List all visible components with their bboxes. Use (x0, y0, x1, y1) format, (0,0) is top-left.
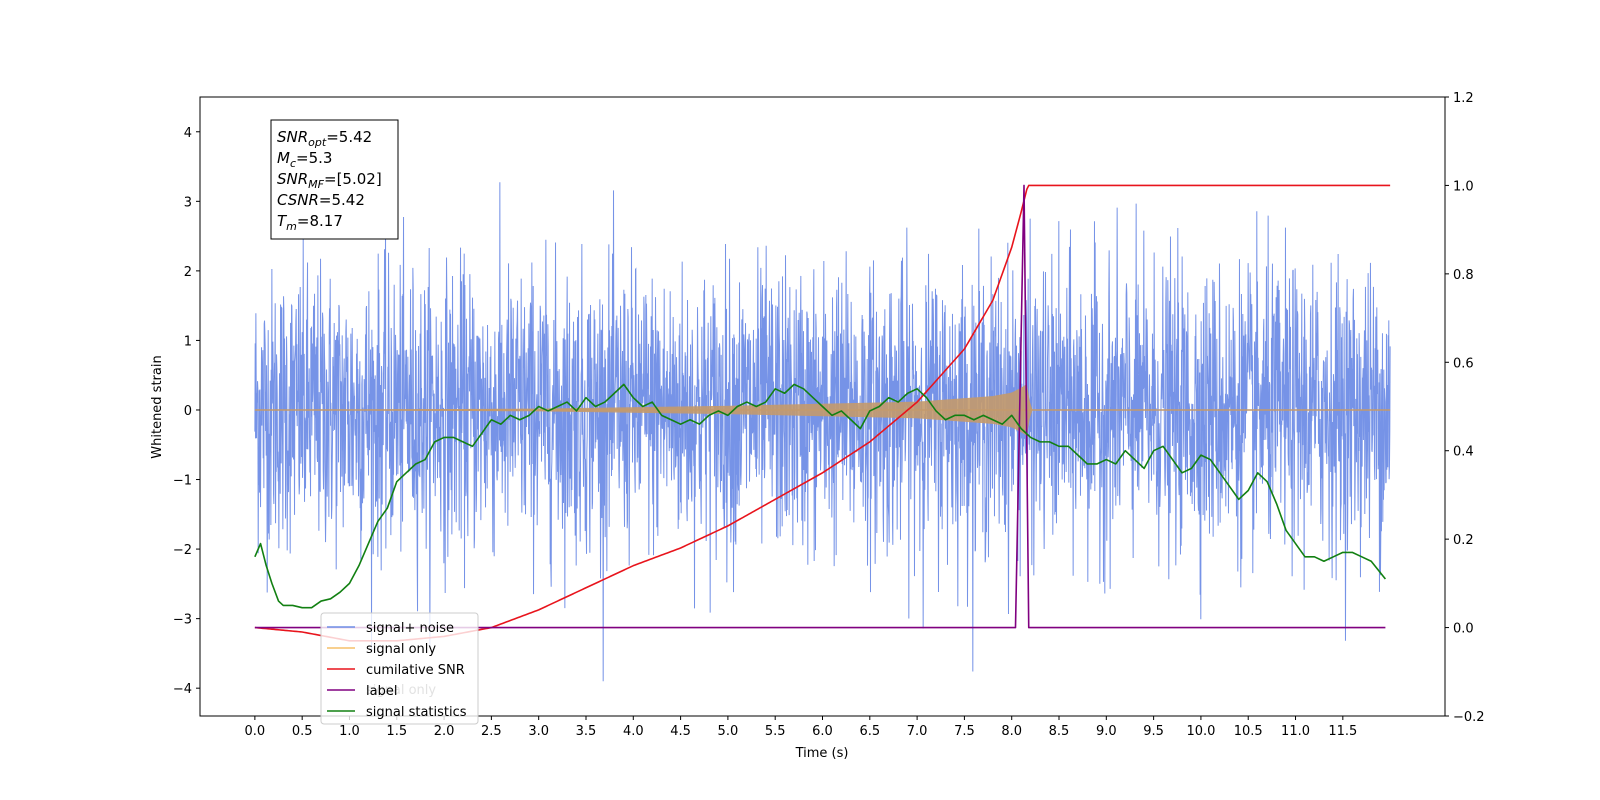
y-left-tick-label: 4 (184, 126, 192, 141)
y-left-tick-label: 0 (184, 404, 192, 419)
y-right-tick-label: −0.2 (1453, 710, 1485, 725)
legend-frame (320, 612, 479, 725)
y-left-tick-label: 1 (184, 334, 192, 349)
legend-label: cumilative SNR (366, 663, 465, 678)
y-right-tick-label: 0.2 (1453, 533, 1474, 548)
x-tick-label: 11.5 (1328, 724, 1357, 739)
label-line (254, 184, 1386, 629)
x-tick-label: 4.5 (670, 724, 691, 739)
x-tick-label: 7.5 (954, 724, 975, 739)
y-right-tick-label: 1.0 (1453, 179, 1474, 194)
legend-label: label (366, 684, 397, 699)
x-tick-label: 10.0 (1186, 724, 1215, 739)
x-tick-label: 10.5 (1234, 724, 1263, 739)
x-tick-label: 2.0 (434, 724, 455, 739)
y-left-tick-label: −2 (173, 543, 192, 558)
y-right-tick-label: 1.2 (1453, 91, 1474, 106)
annotation-line: Mc=5.3 (277, 149, 332, 170)
x-tick-label: 7.0 (907, 724, 928, 739)
y-right-tick-label: 0.8 (1453, 268, 1474, 283)
y-right-tick-label: 0.0 (1453, 622, 1474, 637)
x-tick-label: 2.5 (481, 724, 502, 739)
signal-only-series (254, 384, 1391, 436)
x-tick-label: 11.0 (1281, 724, 1310, 739)
x-tick-label: 5.0 (718, 724, 739, 739)
y-axis-label: Whitened strain (150, 355, 165, 458)
y-left-tick-label: 2 (184, 265, 192, 280)
x-tick-label: 4.0 (623, 724, 644, 739)
x-tick-label: 1.5 (386, 724, 407, 739)
x-tick-label: 0.0 (245, 724, 266, 739)
annotation-line: SNRopt=5.42 (277, 128, 372, 149)
x-tick-label: 8.5 (1049, 724, 1070, 739)
legend-hidden-text: signal only (366, 683, 436, 698)
y-axis-left-ticks: 4 3 2 1 0 −1 −2 −3 −4 (173, 126, 200, 697)
x-tick-label: 5.5 (765, 724, 786, 739)
x-tick-label: 0.5 (292, 724, 313, 739)
y-axis-right-ticks: 1.2 1.0 0.8 0.6 0.4 0.2 0.0 −0.2 (1445, 91, 1485, 725)
annotation-line: Tm=8.17 (277, 212, 343, 233)
legend-label: signal+ noise (366, 621, 454, 636)
signal-statistics-line (254, 383, 1387, 609)
legend-label: signal statistics (366, 705, 467, 720)
x-axis-ticks: 0.0 0.5 1.0 1.5 2.0 2.5 3.0 3.5 4.0 4.5 5.0 5.5 6.0 6… (245, 716, 1357, 739)
x-tick-label: 6.5 (859, 724, 880, 739)
annotation-line: SNRMF=[5.02] (277, 170, 382, 191)
x-axis-label: Time (s) (795, 746, 849, 761)
x-tick-label: 9.5 (1143, 724, 1164, 739)
x-tick-label: 8.0 (1001, 724, 1022, 739)
y-left-tick-label: −3 (173, 613, 192, 628)
x-tick-label: 9.0 (1096, 724, 1117, 739)
y-left-tick-label: 3 (184, 195, 192, 210)
y-left-tick-label: −4 (173, 682, 192, 697)
x-tick-label: 6.0 (812, 724, 833, 739)
x-tick-label: 1.0 (339, 724, 360, 739)
legend-label: signal only (366, 642, 436, 657)
signal-noise-series (254, 182, 1391, 682)
y-right-tick-label: 0.4 (1453, 445, 1474, 460)
signal-noise-line (254, 182, 1391, 682)
legend: signal only signal+ noise signal only cumi… (320, 612, 479, 725)
annotation-frame (270, 119, 399, 240)
y-left-tick-label: −1 (173, 474, 192, 489)
y-right-tick-label: 0.6 (1453, 356, 1474, 371)
annotation-line: CSNR=5.42 (277, 191, 365, 209)
x-tick-label: 3.0 (528, 724, 549, 739)
x-tick-label: 3.5 (576, 724, 597, 739)
